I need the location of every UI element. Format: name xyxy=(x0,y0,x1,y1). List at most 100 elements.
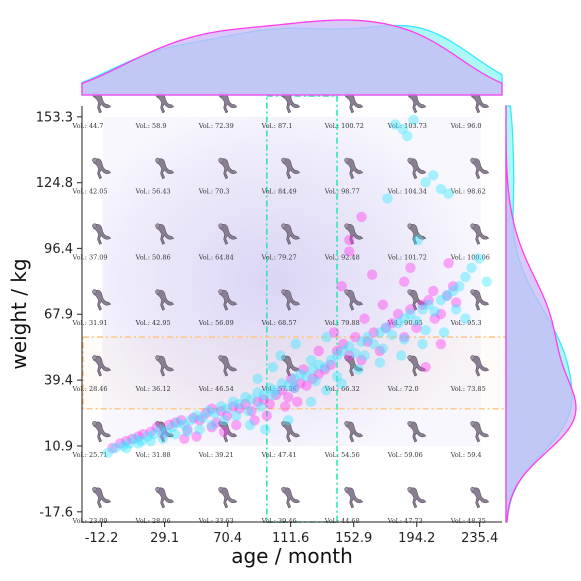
data-point xyxy=(261,410,272,421)
volume-label: Vol.: 58.9 xyxy=(135,122,167,130)
volume-label: Vol.: 101.72 xyxy=(387,253,427,261)
data-point xyxy=(121,442,132,454)
data-point xyxy=(380,322,392,334)
data-point xyxy=(301,380,312,391)
data-point xyxy=(260,424,271,435)
data-point xyxy=(179,419,190,431)
volume-label: Vol.: 47.73 xyxy=(387,517,423,525)
x-axis-title: age / month xyxy=(231,544,353,568)
sitting-figure-icon xyxy=(470,486,490,509)
data-point xyxy=(124,438,135,449)
data-point xyxy=(154,424,166,435)
data-point xyxy=(282,380,294,391)
volume-label: Vol.: 28.46 xyxy=(72,385,108,393)
data-point xyxy=(206,419,218,431)
data-point xyxy=(412,234,424,246)
data-point xyxy=(194,424,205,435)
data-point xyxy=(206,422,218,433)
volume-label: Vol.: 44.68 xyxy=(324,517,360,525)
data-point xyxy=(121,435,132,447)
data-point xyxy=(221,410,233,421)
data-point xyxy=(157,433,169,444)
volume-label: Vol.: 44.7 xyxy=(72,122,104,130)
volume-label: Vol.: 79.88 xyxy=(324,319,360,327)
data-point xyxy=(102,447,114,458)
volume-label: Vol.: 31.88 xyxy=(135,451,171,459)
data-point xyxy=(289,382,300,394)
data-point xyxy=(420,324,431,336)
data-point xyxy=(163,419,175,431)
data-point xyxy=(447,281,459,292)
data-point xyxy=(221,403,233,414)
y-tick-label: 39.4 xyxy=(44,374,73,389)
volume-label: Vol.: 64.84 xyxy=(198,253,234,261)
data-point xyxy=(450,304,462,315)
sitting-figure-icon xyxy=(281,486,300,509)
data-point xyxy=(417,338,428,350)
data-point xyxy=(267,389,279,401)
data-point xyxy=(417,299,428,310)
data-point xyxy=(344,234,355,246)
data-point xyxy=(289,373,300,384)
data-point xyxy=(466,262,477,273)
data-point xyxy=(377,343,389,354)
data-point xyxy=(405,304,416,315)
data-point xyxy=(258,389,269,401)
vertical-highlight-band xyxy=(265,95,338,523)
volume-label: Vol.: 92.48 xyxy=(324,253,360,261)
data-point xyxy=(252,373,263,384)
data-point xyxy=(423,299,434,310)
volume-label: Vol.: 100.72 xyxy=(324,122,364,130)
data-point xyxy=(443,257,454,269)
data-point xyxy=(319,361,331,373)
data-point xyxy=(344,341,355,352)
data-point xyxy=(215,405,227,417)
data-point xyxy=(270,385,282,396)
data-point xyxy=(366,269,378,280)
data-point xyxy=(234,403,245,414)
data-point xyxy=(429,306,440,317)
data-point xyxy=(142,431,153,442)
data-point xyxy=(408,114,419,126)
volume-label: Vol.: 25.71 xyxy=(72,451,108,459)
data-point xyxy=(435,308,447,320)
data-point xyxy=(246,405,257,417)
data-point xyxy=(331,350,343,361)
volume-label: Vol.: 103.73 xyxy=(387,122,427,130)
volume-label: Vol.: 57.36 xyxy=(261,385,297,393)
data-point xyxy=(188,412,199,424)
data-point xyxy=(405,262,416,273)
data-point xyxy=(231,410,242,421)
data-point xyxy=(145,426,156,438)
data-point xyxy=(176,415,187,426)
data-point xyxy=(215,401,227,412)
volume-label: Vol.: 66.32 xyxy=(324,385,360,393)
volume-label: Vol.: 73.85 xyxy=(450,385,486,393)
data-point xyxy=(203,405,214,417)
volume-label: Vol.: 96.0 xyxy=(450,122,482,130)
data-point xyxy=(392,308,404,320)
volume-label: Vol.: 37.09 xyxy=(72,253,108,261)
volume-label: Vol.: 46.54 xyxy=(198,385,234,393)
data-point xyxy=(344,246,355,257)
data-point xyxy=(313,359,324,371)
data-point xyxy=(160,426,172,438)
volume-label: Vol.: 54.56 xyxy=(324,451,360,459)
data-point xyxy=(368,338,379,350)
volume-label: Vol.: 48.35 xyxy=(450,517,486,525)
volume-label: Vol.: 33.63 xyxy=(198,517,234,525)
volume-label: Vol.: 87.1 xyxy=(261,122,293,130)
data-point xyxy=(350,331,361,343)
data-point xyxy=(166,422,178,433)
data-point xyxy=(331,371,343,382)
data-point xyxy=(441,290,453,301)
data-point xyxy=(392,318,404,329)
y-tick-label: 153.3 xyxy=(36,110,73,125)
data-point xyxy=(179,433,190,444)
data-point xyxy=(169,417,181,428)
y-tick-label: 96.4 xyxy=(44,242,73,257)
data-point xyxy=(110,442,121,454)
volume-label: Vol.: 31.91 xyxy=(72,319,108,327)
volume-label: Vol.: 70.3 xyxy=(198,188,230,196)
